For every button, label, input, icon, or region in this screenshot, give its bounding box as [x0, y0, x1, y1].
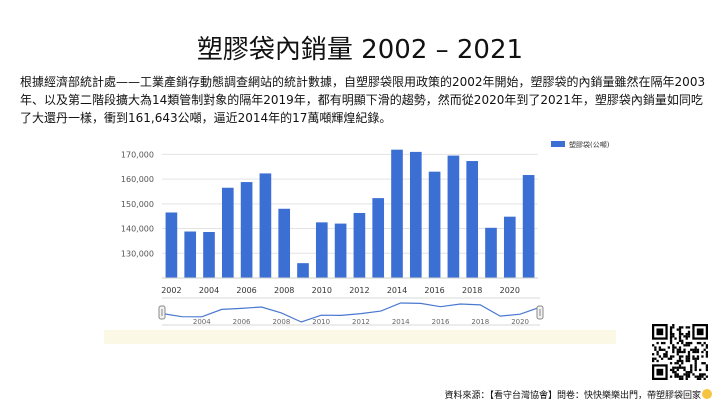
- bar: [240, 182, 253, 278]
- navigator-series-line: [161, 302, 541, 323]
- bar: [315, 222, 328, 278]
- description-text: 根據經濟部統計處——工業產銷存動態調查網站的統計數據，自塑膠袋限用政策的2002…: [20, 75, 706, 125]
- bar: [428, 171, 441, 278]
- legend-label: 塑膠袋(公噸): [569, 140, 610, 149]
- x-tick-label: 2008: [274, 286, 294, 295]
- navigator-tick-label: 2020: [511, 318, 529, 326]
- y-tick-label: 170,000: [121, 150, 154, 159]
- bar: [503, 216, 516, 278]
- bar: [466, 161, 479, 278]
- bar: [259, 173, 272, 278]
- bar: [278, 208, 291, 278]
- x-tick-label: 2016: [424, 286, 444, 295]
- bar: [391, 149, 403, 278]
- x-tick-label: 2006: [236, 286, 256, 295]
- qr-code-icon: [652, 324, 709, 381]
- bar: [221, 187, 234, 278]
- y-tick-label: 150,000: [121, 200, 154, 209]
- x-tick-label: 2018: [462, 286, 482, 295]
- y-tick-label: 160,000: [121, 175, 154, 184]
- bar: [334, 223, 347, 278]
- x-tick-label: 2014: [387, 286, 407, 295]
- x-tick-label: 2004: [199, 286, 219, 295]
- bar: [297, 263, 309, 278]
- navigator-tick-label: 2018: [471, 318, 489, 326]
- bar: [372, 198, 385, 278]
- chart-container: 130,000 140,000 150,000 160,000 170,000 2002 2…: [104, 130, 616, 344]
- bar: [203, 232, 215, 278]
- bar: [353, 212, 366, 278]
- y-tick-label: 140,000: [121, 225, 154, 234]
- x-tick-label: 2002: [161, 286, 181, 295]
- source-text: 資料來源：【看守台灣協會】問卷：快快樂樂出門，帶塑膠袋回家: [444, 391, 701, 401]
- bar-chart: 130,000 140,000 150,000 160,000 170,000 2002 2…: [121, 140, 610, 326]
- x-tick-label: 2010: [312, 286, 332, 295]
- navigator-tick-label: 2014: [392, 318, 410, 326]
- y-tick-label: 130,000: [121, 249, 154, 258]
- x-tick-label: 2012: [349, 286, 369, 295]
- source-caption: 資料來源：【看守台灣協會】問卷：快快樂樂出門，帶塑膠袋回家: [444, 388, 712, 401]
- navigator-tick-label: 2016: [432, 318, 450, 326]
- page-title: 塑膠袋內銷量 2002 – 2021: [196, 35, 524, 65]
- navigator-tick-label: 2010: [312, 318, 330, 326]
- bar: [485, 227, 497, 278]
- bar: [447, 155, 460, 278]
- navigator-tick-label: 2012: [352, 318, 370, 326]
- x-tick-label: 2020: [500, 286, 520, 295]
- bar: [165, 212, 178, 278]
- legend-swatch: [551, 141, 565, 147]
- sweat-face-icon: [702, 389, 712, 399]
- navigator-tick-label: 2006: [233, 318, 251, 326]
- navigator-tick-label: 2008: [272, 318, 290, 326]
- bar: [184, 231, 197, 278]
- bar: [409, 151, 422, 278]
- navigator-tick-label: 2004: [193, 318, 211, 326]
- bar: [522, 175, 535, 278]
